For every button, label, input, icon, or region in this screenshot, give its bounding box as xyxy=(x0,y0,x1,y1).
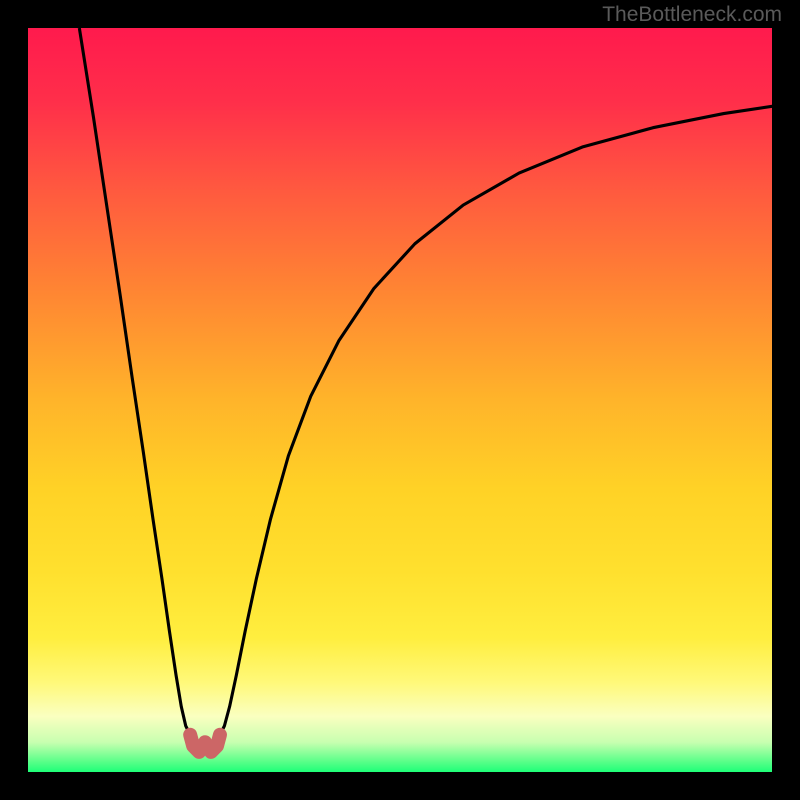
plot-area xyxy=(28,28,772,772)
chart-svg xyxy=(28,28,772,772)
gradient-rect xyxy=(28,28,772,772)
notch-marker xyxy=(190,735,220,752)
outer-frame: TheBottleneck.com xyxy=(0,0,800,800)
attribution-text: TheBottleneck.com xyxy=(602,3,782,27)
